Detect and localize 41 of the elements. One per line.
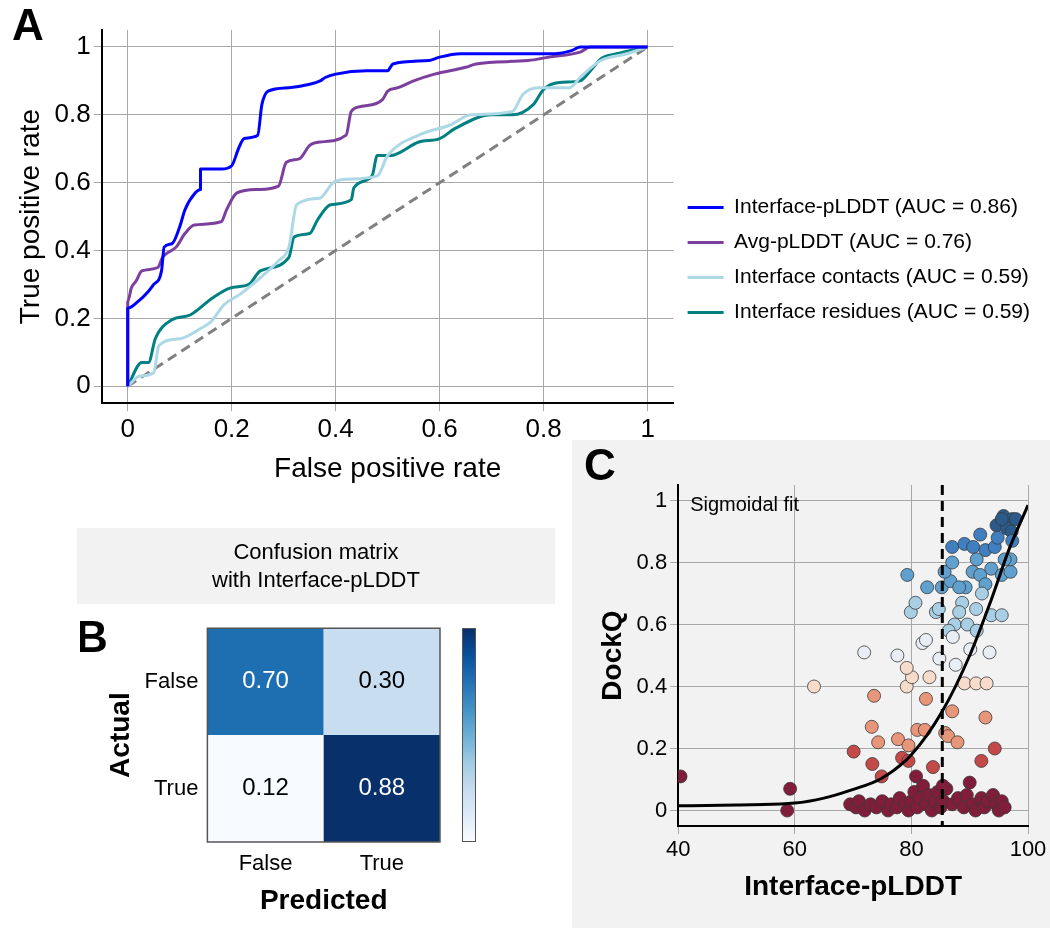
x-tick-label: 60	[782, 836, 808, 862]
chart-title: Confusion matrix with Interface-pLDDT	[77, 528, 555, 604]
data-label: 0.88	[358, 773, 406, 801]
legend-label: Interface residues (AUC = 0.59)	[734, 299, 1030, 323]
x-tick-label: False	[238, 850, 293, 876]
y-tick-label: 0	[654, 796, 668, 822]
x-tick-label: 100	[1009, 836, 1047, 862]
legend-label: Interface-pLDDT (AUC = 0.86)	[734, 194, 1018, 218]
annotation: Sigmoidal fit	[690, 492, 800, 515]
y-axis-title: DockQ	[595, 610, 627, 701]
text: A	[12, 0, 44, 50]
y-tick-label: 0.2	[54, 301, 91, 332]
x-tick-label: True	[359, 850, 405, 876]
y-tick-label: 0.8	[54, 97, 91, 128]
y-tick-label: 0.4	[54, 233, 91, 264]
x-tick-label: 40	[665, 836, 691, 862]
data-label: 0.12	[242, 773, 289, 801]
x-tick-label: 0.6	[421, 412, 458, 443]
y-axis-title: Actual	[103, 692, 135, 778]
x-tick-label: 0	[120, 412, 135, 443]
y-tick-label: 1	[654, 486, 668, 512]
x-tick-label: 80	[899, 836, 924, 862]
legend-label: Avg-pLDDT (AUC = 0.76)	[734, 229, 973, 253]
x-axis-title: False positive rate	[274, 451, 502, 483]
y-tick-label: 0.8	[636, 548, 668, 574]
x-axis-title: Interface-pLDDT	[744, 869, 962, 901]
text: C	[584, 440, 616, 490]
y-tick-label: 0	[76, 369, 91, 400]
legend-label: Interface contacts (AUC = 0.59)	[734, 264, 1029, 288]
y-tick-label: 0.6	[636, 610, 668, 636]
x-tick-label: 0.8	[525, 412, 562, 443]
y-tick-label: 0.6	[54, 165, 91, 196]
y-tick-label: 0.4	[636, 672, 668, 698]
x-tick-label: 0.2	[213, 412, 250, 443]
y-axis-title: True positive rate	[13, 108, 45, 325]
x-tick-label: 0.4	[317, 412, 354, 443]
data-label: 0.70	[242, 666, 289, 694]
y-tick-label: 1	[76, 30, 91, 61]
x-axis-title: Predicted	[259, 883, 388, 915]
data-label: 0.30	[358, 666, 406, 694]
y-tick-label: 0.2	[636, 734, 668, 760]
